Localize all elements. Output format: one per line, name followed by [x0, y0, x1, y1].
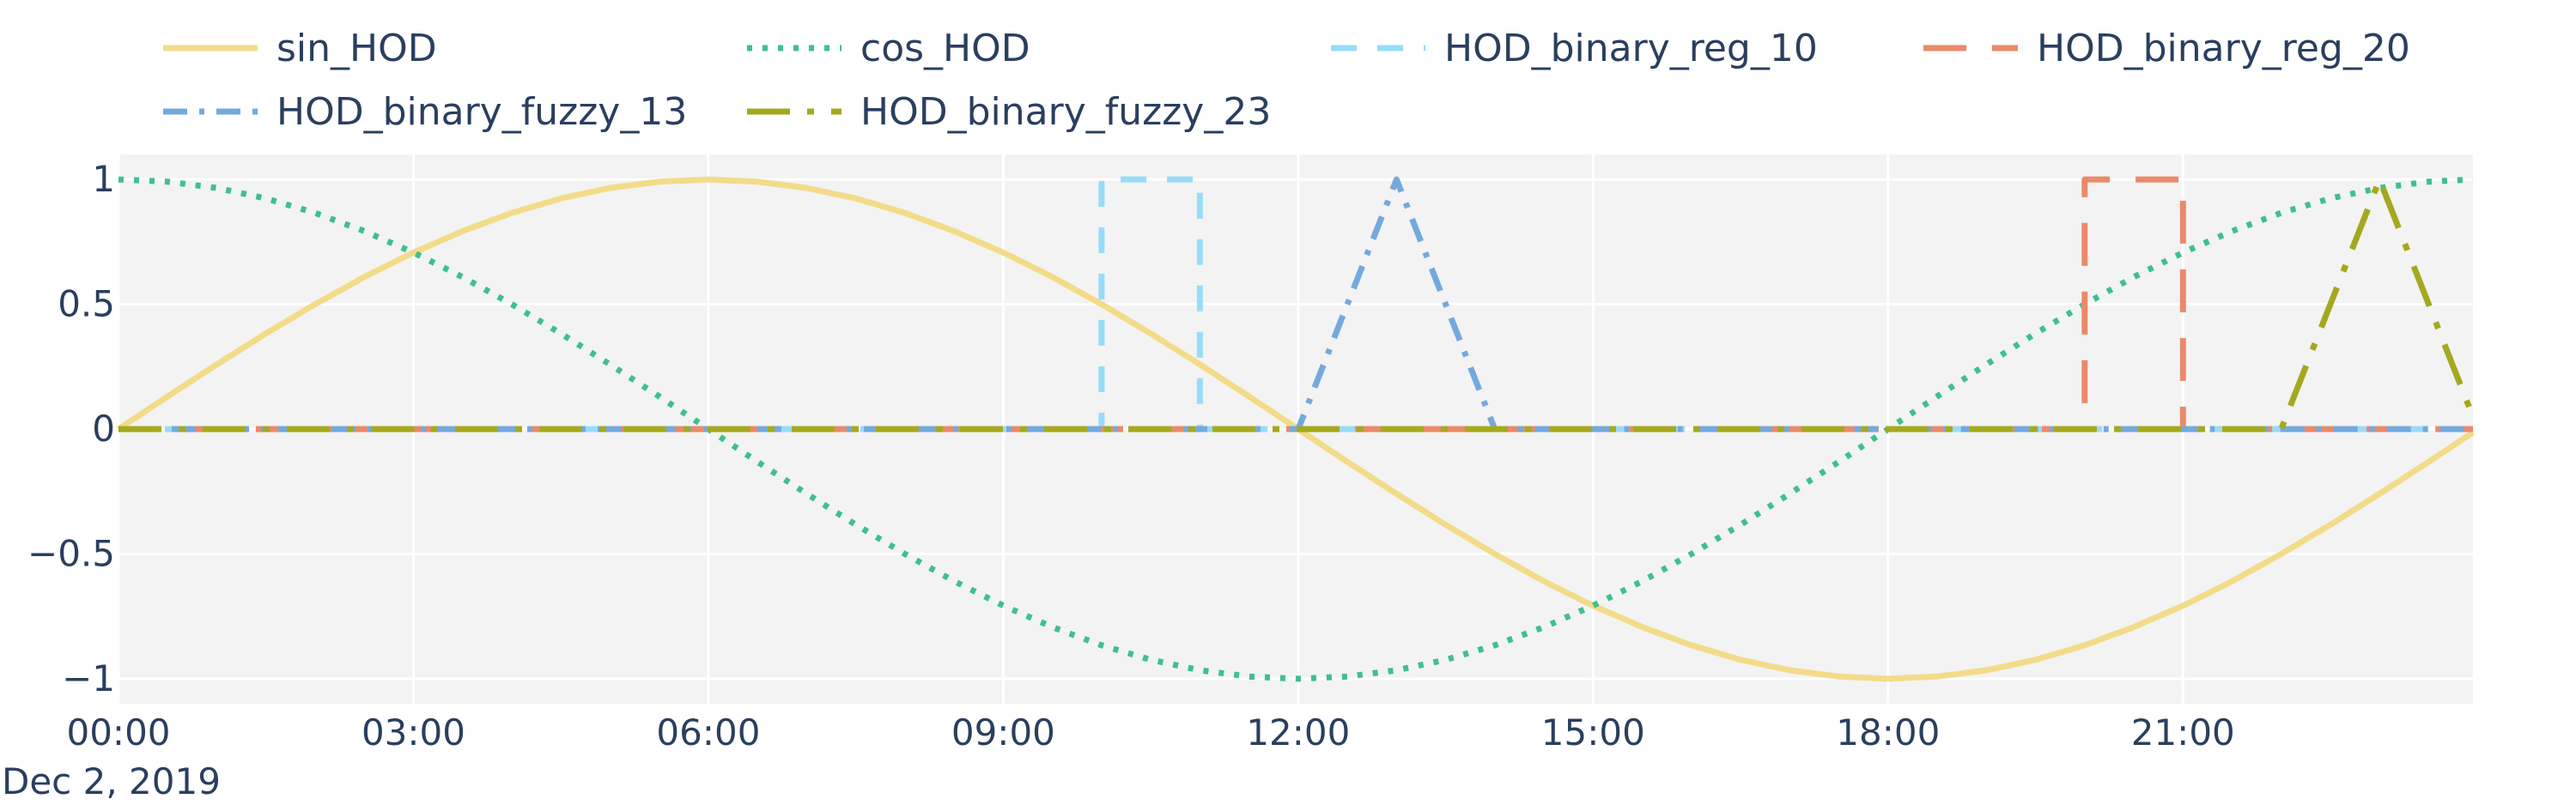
y-tick-label: −0.5: [27, 532, 115, 574]
legend-item-hod-binary-fuzzy-13[interactable]: HOD_binary_fuzzy_13: [163, 90, 687, 134]
x-tick-label: 21:00: [2131, 711, 2235, 754]
y-tick-label: 0.5: [58, 283, 115, 325]
legend-item-hod-binary-reg-20[interactable]: HOD_binary_reg_20: [1923, 27, 2410, 70]
x-axis-ticks: 00:00 03:00 06:00 09:00 12:00 15:00 18:00 21:00: [66, 711, 2234, 754]
x-axis-date-label: Dec 2, 2019: [2, 760, 221, 802]
legend-item-hod-binary-fuzzy-23[interactable]: HOD_binary_fuzzy_23: [747, 90, 1271, 134]
y-axis-ticks: 1 0.5 0 −0.5 −1: [27, 158, 115, 699]
series-line-hod-binary-fuzzy-23: [118, 176, 2476, 433]
legend-item-hod-binary-reg-10[interactable]: HOD_binary_reg_10: [1331, 27, 1818, 70]
legend-item-sin-hod[interactable]: sin_HOD: [163, 27, 437, 70]
x-tick-label: 18:00: [1836, 711, 1940, 754]
x-tick-label: 09:00: [951, 711, 1055, 754]
series-lines: [117, 176, 2476, 682]
legend-label: HOD_binary_fuzzy_23: [860, 90, 1271, 134]
x-tick-label: 06:00: [656, 711, 760, 754]
legend: sin_HOD cos_HOD HOD_binary_reg_10 HOD_binar…: [163, 27, 2410, 134]
x-tick-label: 03:00: [361, 711, 465, 754]
y-tick-label: −1: [62, 657, 115, 699]
legend-label: HOD_binary_fuzzy_13: [276, 90, 687, 134]
y-tick-label: 0: [92, 408, 115, 450]
legend-label: cos_HOD: [860, 27, 1030, 70]
legend-label: HOD_binary_reg_10: [1444, 27, 1818, 70]
x-tick-label: 15:00: [1541, 711, 1645, 754]
x-tick-label: 12:00: [1246, 711, 1350, 754]
x-tick-label: 00:00: [66, 711, 170, 754]
y-tick-label: 1: [92, 158, 115, 200]
legend-item-cos-hod[interactable]: cos_HOD: [747, 27, 1030, 70]
legend-label: sin_HOD: [276, 27, 437, 70]
legend-label: HOD_binary_reg_20: [2037, 27, 2410, 70]
